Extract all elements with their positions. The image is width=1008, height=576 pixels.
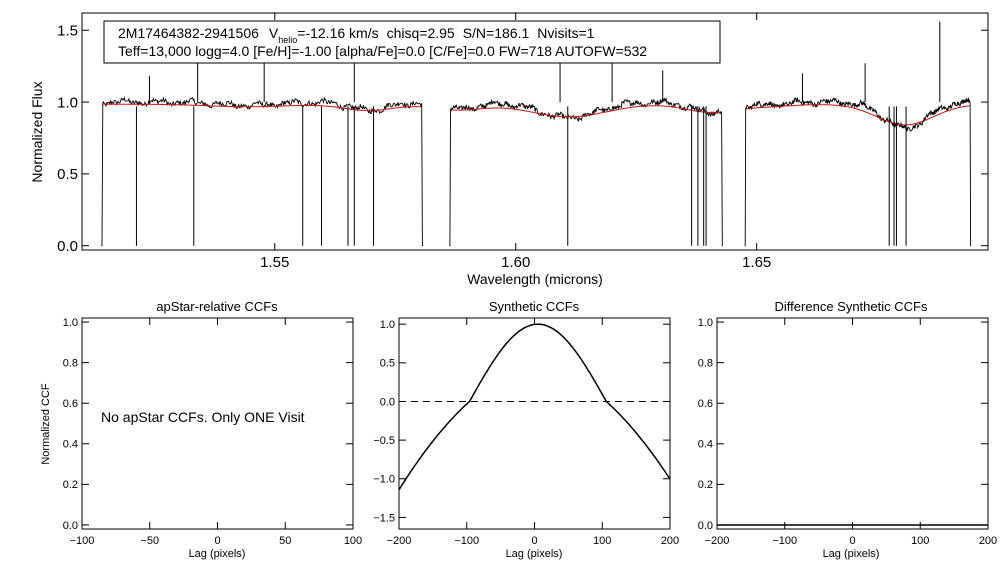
synthetic-ccf-xtick-label: 100 (593, 535, 611, 547)
difference-ccf-xtick-label: −200 (705, 535, 730, 547)
synthetic-ccf-ytick-label: −1.5 (373, 512, 395, 524)
difference-ccf-ticks: −200 −100 0 100 200 0.0 0.2 0.4 0.6 0.8 1.0 (698, 317, 997, 547)
difference-ccf-xtick-label: 100 (911, 535, 929, 547)
synthetic-ccf-ytick-label: 0.5 (380, 358, 395, 370)
v-label: V (269, 25, 279, 41)
synthetic-ccf-xtick-label: 0 (531, 535, 537, 547)
synthetic-ccf-xtick-label: −100 (454, 535, 479, 547)
apstar-ccf-xtick-label: 50 (279, 535, 291, 547)
spectrum-xlabel: Wavelength (microns) (467, 271, 603, 287)
synthetic-ccf-ticks: −200 −100 0 100 200 −1.5 −1.0 −0.5 0.0 0.5 1.0 (373, 318, 679, 547)
apstar-ccf-ytick-label: 0.4 (63, 439, 78, 451)
snr: S/N=186.1 (463, 25, 530, 41)
apstar-ccf-ylabel: Normalized CCF (40, 383, 52, 465)
observed-spectrum-chip (449, 97, 723, 247)
spectrum-ylabel: Normalized Flux (29, 81, 45, 182)
spectrum-xtick-label: 1.60 (501, 254, 530, 271)
spectrum-ytick-label: 0.0 (57, 238, 78, 255)
synthetic-ccf-xtick-label: −200 (387, 535, 412, 547)
apstar-ccf-xtick-label: 0 (214, 535, 220, 547)
synthetic-ccf-title: Synthetic CCFs (489, 299, 580, 314)
spectrum-ytick-label: 1.0 (57, 94, 78, 111)
apstar-ccf-ytick-label: 0.6 (63, 398, 78, 410)
synthetic-ccf-panel: −200 −100 0 100 200 −1.5 −1.0 −0.5 0.0 0.5 1.0 Syn… (373, 299, 679, 560)
v-subscript: helio (278, 35, 297, 45)
spectrum-ticks: 1.55 1.60 1.65 0.0 0.5 1.0 1.5 (57, 13, 988, 271)
apstar-ccf-xtick-label: −100 (70, 535, 95, 547)
spectrum-axes-frame (81, 12, 989, 251)
model-spectrum-chip (451, 105, 721, 118)
difference-ccf-ytick-label: 0.0 (698, 520, 713, 532)
synthetic-ccf-ytick-label: −1.0 (373, 474, 395, 486)
spectrum-ytick-label: 1.5 (57, 22, 78, 39)
spectrum-panel: 1.55 1.60 1.65 0.0 0.5 1.0 1.5 2M17464382-2941… (29, 12, 989, 287)
synthetic-ccf-ytick-label: 0.0 (380, 396, 395, 408)
synthetic-ccf-ytick-label: −0.5 (373, 435, 395, 447)
difference-ccf-xlabel: Lag (pixels) (823, 548, 880, 560)
difference-ccf-ytick-label: 0.6 (698, 398, 713, 410)
info-box (103, 20, 721, 64)
apstar-ccf-ytick-label: 0.2 (63, 479, 78, 491)
v-helio-value: =-12.16 km/s (297, 25, 378, 41)
info-line-2: Teff=13,000 logg=4.0 [Fe/H]=-1.00 [alpha… (118, 43, 647, 59)
model-spectrum-chip (746, 104, 970, 126)
synthetic-ccf-xtick-label: 200 (661, 535, 679, 547)
spectrum-ytick-label: 0.5 (57, 166, 78, 183)
apstar-ccf-panel: −100 −50 0 50 100 0.0 0.2 0.4 0.6 0.8 1.0 apStar-r… (40, 299, 362, 560)
model-spectrum-chip (103, 103, 421, 112)
apstar-ccf-xlabel: Lag (pixels) (189, 548, 246, 560)
synthetic-ccf-ytick-label: 1.0 (380, 319, 395, 331)
difference-ccf-panel: −200 −100 0 100 200 0.0 0.2 0.4 0.6 0.8 1.0 Differ… (698, 299, 997, 560)
spectrum-xtick-label: 1.55 (260, 254, 289, 271)
apstar-ccf-xtick-label: 100 (344, 535, 362, 547)
star-id: 2M17464382-2941506 (118, 25, 259, 41)
apstar-ccf-ytick-label: 0.8 (63, 357, 78, 369)
difference-ccf-ytick-label: 0.8 (698, 357, 713, 369)
observed-spectrum-chip (744, 97, 972, 247)
difference-ccf-ytick-label: 0.2 (698, 479, 713, 491)
info-line-1: 2M17464382-2941506 Vhelio=-12.16 km/s chis… (118, 25, 595, 45)
difference-ccf-ytick-label: 0.4 (698, 439, 713, 451)
nvisits: Nvisits=1 (537, 25, 594, 41)
difference-ccf-title: Difference Synthetic CCFs (775, 299, 928, 314)
apstar-ccf-ytick-label: 0.0 (63, 520, 78, 532)
apstar-ccf-xtick-label: −50 (140, 535, 159, 547)
chisq: chisq=2.95 (387, 25, 455, 41)
apstar-ccf-ticks: −100 −50 0 50 100 0.0 0.2 0.4 0.6 0.8 1.0 (63, 317, 362, 547)
apstar-ccf-title: apStar-relative CCFs (156, 299, 278, 314)
difference-ccf-ytick-label: 1.0 (698, 317, 713, 329)
difference-ccf-xtick-label: 0 (849, 535, 855, 547)
apstar-ccf-ytick-label: 1.0 (63, 317, 78, 329)
apstar-ccf-message: No apStar CCFs. Only ONE Visit (101, 409, 305, 425)
spectrum-xtick-label: 1.65 (742, 254, 771, 271)
synthetic-ccf-xlabel: Lag (pixels) (506, 548, 563, 560)
difference-ccf-xtick-label: 200 (979, 535, 997, 547)
difference-ccf-xtick-label: −100 (772, 535, 797, 547)
